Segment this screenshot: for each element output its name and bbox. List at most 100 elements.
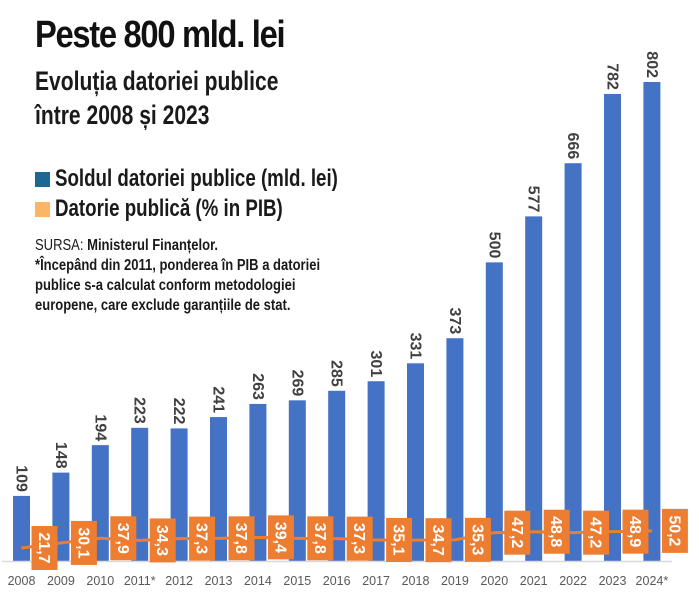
x-tick-label: 2014 xyxy=(244,574,272,588)
footnote-text-1: *Începând din 2011, ponderea în PIB a da… xyxy=(35,257,321,274)
pct-label-box xyxy=(661,508,688,553)
bar-value-label: 802 xyxy=(643,51,660,78)
x-tick-label: 2018 xyxy=(402,574,430,588)
bar-2019 xyxy=(446,338,464,561)
bar-2020 xyxy=(485,262,503,561)
bar-2022 xyxy=(564,163,582,561)
legend-swatch-debt-balance xyxy=(35,171,50,187)
pct-value-label: 37,3 xyxy=(193,523,210,554)
source-note: SURSA: Ministerul Finanțelor. *Începând … xyxy=(35,236,320,316)
x-tick-label: 2008 xyxy=(8,574,36,588)
footnote-text-2: publice s-a calculat conform metodologie… xyxy=(35,277,296,294)
bar-value-label: 194 xyxy=(91,414,108,441)
bar-value-label: 577 xyxy=(525,186,542,213)
x-tick-label: 2015 xyxy=(283,574,311,588)
pct-label-box xyxy=(149,518,176,563)
subtitle-line-2: între 2008 și 2023 xyxy=(35,100,210,130)
pct-label-box xyxy=(346,516,373,561)
pct-label-box xyxy=(386,517,413,562)
bar-value-label: 269 xyxy=(288,370,305,397)
bar-value-label: 666 xyxy=(564,133,581,160)
bar-value-label: 222 xyxy=(170,398,187,425)
chart-title: Peste 800 mld. lei xyxy=(35,14,286,56)
pct-label-box xyxy=(307,516,334,561)
subtitle-line-1: Evoluția datoriei publice xyxy=(35,66,279,96)
x-tick-label: 2013 xyxy=(205,574,233,588)
pct-value-label: 35,1 xyxy=(390,524,407,555)
bar-2017 xyxy=(367,381,385,561)
bar-value-label: 500 xyxy=(485,232,502,259)
bar-value-label: 223 xyxy=(131,397,148,424)
pct-value-label: 37,8 xyxy=(311,523,328,554)
pct-label-box xyxy=(189,516,216,561)
pct-value-label: 21,7 xyxy=(35,532,52,563)
bar-2008 xyxy=(13,495,30,561)
bar-value-label: 373 xyxy=(446,308,463,335)
pct-label-box xyxy=(622,509,649,554)
x-tick-label: 2019 xyxy=(441,574,469,588)
pct-value-label: 39,4 xyxy=(271,522,288,553)
pct-value-label: 48,9 xyxy=(626,516,643,547)
footnote-line-2: publice s-a calculat conform metodologie… xyxy=(35,276,320,296)
x-tick-label: 2011* xyxy=(124,574,156,588)
x-tick-label: 2024* xyxy=(636,574,669,588)
legend-label-debt-balance: Soldul datoriei publice (mld. lei) xyxy=(55,165,338,192)
pct-value-label: 30,1 xyxy=(74,527,91,558)
bar-value-label: 782 xyxy=(604,63,621,90)
pct-value-label: 50,2 xyxy=(665,515,682,546)
x-tick-label: 2020 xyxy=(480,574,508,588)
bar-2021 xyxy=(525,216,543,561)
pct-label-box xyxy=(464,517,491,562)
pct-label-box xyxy=(504,510,531,555)
bar-2024 xyxy=(643,82,661,561)
pct-label-box xyxy=(70,520,97,565)
chart-subtitle: Evoluția datoriei publice între 2008 și … xyxy=(35,64,278,132)
source-name: Ministerul Finanțelor. xyxy=(87,237,219,254)
labels-layer: 109 148 194 223 222 241 263 269 285 301 331 373 500 5… xyxy=(13,51,688,570)
pct-value-label: 34,7 xyxy=(429,525,446,556)
legend-item-debt-balance: Soldul datoriei publice (mld. lei) xyxy=(35,164,418,194)
pct-value-label: 47,2 xyxy=(587,517,604,548)
pct-value-label: 37,8 xyxy=(232,523,249,554)
pct-value-label: 48,8 xyxy=(547,516,564,547)
bar-value-label: 331 xyxy=(407,333,424,360)
pct-label-box xyxy=(583,510,610,555)
x-tick-label: 2016 xyxy=(323,574,351,588)
x-tick-label: 2021 xyxy=(520,574,548,588)
legend: Soldul datoriei publice (mld. lei) Dator… xyxy=(35,164,418,224)
bar-value-label: 301 xyxy=(367,351,384,378)
x-tick-label: 2017 xyxy=(362,574,390,588)
x-tick-label: 2012 xyxy=(165,574,193,588)
x-tick-label: 2010 xyxy=(86,574,114,588)
bar-value-label: 241 xyxy=(210,386,227,413)
bar-value-label: 263 xyxy=(249,373,266,400)
legend-item-debt-gdp: Datorie publică (% in PIB) xyxy=(35,194,418,224)
ticks-layer: 2008 2009 2010 2011* 2012 2013 2014 2015 2016 201… xyxy=(8,574,669,588)
pct-value-label: 47,2 xyxy=(508,517,525,548)
bar-2023 xyxy=(604,93,621,562)
pct-value-label: 35,3 xyxy=(468,524,485,555)
legend-swatch-debt-gdp xyxy=(35,201,50,217)
pct-label-box xyxy=(267,515,294,560)
bar-value-label: 109 xyxy=(13,465,30,492)
x-tick-label: 2009 xyxy=(47,574,75,588)
bar-value-label: 148 xyxy=(52,442,69,469)
pct-value-label: 37,9 xyxy=(114,523,131,554)
legend-label-debt-gdp: Datorie publică (% in PIB) xyxy=(55,195,283,222)
bar-value-label: 285 xyxy=(328,360,345,387)
pct-value-label: 37,3 xyxy=(350,523,367,554)
x-tick-label: 2022 xyxy=(559,574,587,588)
footnote-text-3: europene, care exclude garanțiile de sta… xyxy=(35,297,291,314)
source-line: SURSA: Ministerul Finanțelor. xyxy=(35,236,320,256)
pct-label-box xyxy=(228,516,255,561)
x-tick-label: 2023 xyxy=(599,574,627,588)
pct-label-box xyxy=(425,518,452,563)
pct-value-label: 34,3 xyxy=(153,525,170,556)
pct-label-box xyxy=(31,525,58,570)
source-prefix: SURSA: xyxy=(35,237,88,254)
footnote-line-3: europene, care exclude garanțiile de sta… xyxy=(35,296,320,316)
footnote-line-1: *Începând din 2011, ponderea în PIB a da… xyxy=(35,256,320,276)
pct-label-box xyxy=(110,516,137,561)
bar-2018 xyxy=(407,363,424,561)
